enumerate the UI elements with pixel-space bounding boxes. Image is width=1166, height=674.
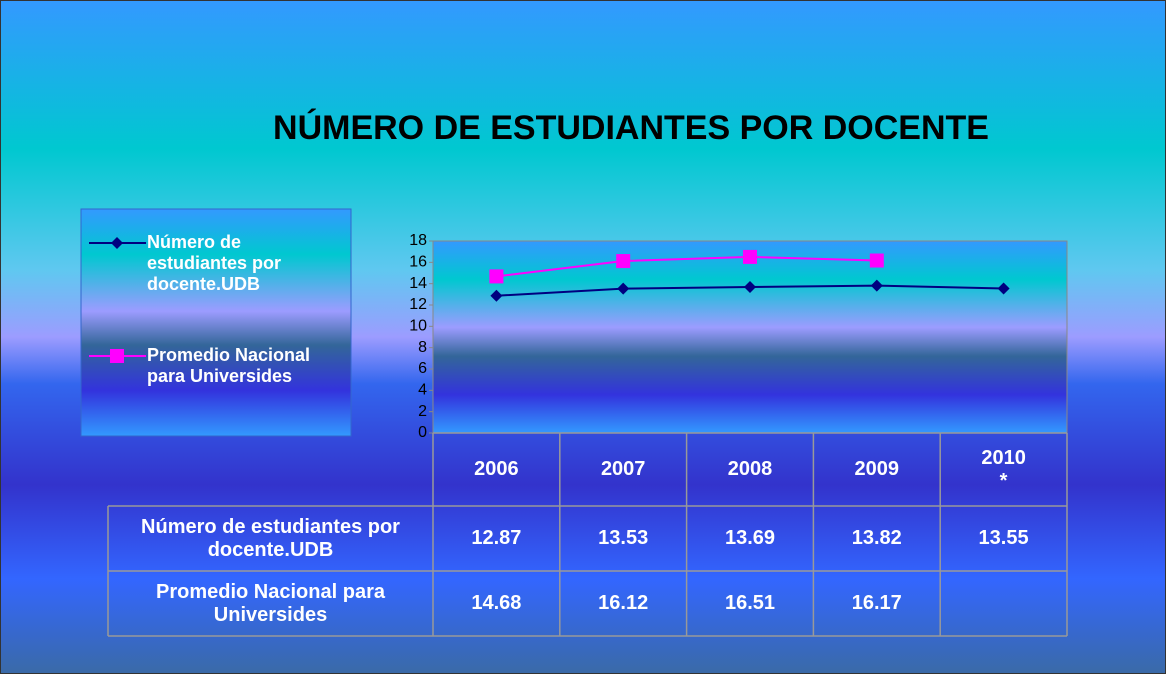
y-tick-label: 6 <box>418 360 427 377</box>
marker <box>110 349 124 363</box>
table-value: 16.51 <box>724 592 776 614</box>
y-tick-label: 4 <box>418 382 427 399</box>
y-tick-label: 18 <box>409 232 427 249</box>
table-value: 13.82 <box>851 527 902 549</box>
row-label: Número de estudiantes por docente.UDB <box>141 515 400 561</box>
table-value: 13.55 <box>978 527 1029 549</box>
x-tick-label: 2008 <box>727 458 773 480</box>
x-tick-label: 2009 <box>854 458 900 480</box>
marker <box>997 282 1010 295</box>
x-tick-label: 2007 <box>600 458 646 480</box>
y-tick-label: 2 <box>418 403 427 420</box>
y-tick-label: 8 <box>418 339 427 356</box>
y-tick-label: 14 <box>409 275 427 292</box>
y-tick-label: 0 <box>418 424 427 441</box>
marker <box>869 253 884 268</box>
y-tick-label: 12 <box>409 296 427 313</box>
marker <box>490 289 503 302</box>
series-line <box>496 255 877 278</box>
chart-title: NÚMERO DE ESTUDIANTES POR DOCENTE <box>273 109 989 147</box>
marker <box>743 249 757 264</box>
table-value: 14.68 <box>471 592 522 614</box>
table-value: 16.12 <box>598 592 649 614</box>
table-value <box>940 571 1067 636</box>
table-value: 16.17 <box>851 592 902 614</box>
legend-box <box>80 208 352 437</box>
legend-label: Promedio Nacional para Universides <box>147 345 311 386</box>
table-value: 13.69 <box>724 527 776 549</box>
y-tick-label: 10 <box>409 318 427 335</box>
plot-area <box>432 240 1068 434</box>
x-tick-label: 2010 * <box>981 446 1026 492</box>
marker <box>744 280 756 293</box>
marker <box>111 237 123 249</box>
marker <box>616 254 631 269</box>
y-tick-label: 16 <box>409 254 427 271</box>
x-tick-label: 2006 <box>474 458 519 480</box>
row-label: Promedio Nacional para Universides <box>156 580 385 626</box>
legend-label: Número de estudiantes por docente.UDB <box>147 232 282 294</box>
marker <box>617 282 630 295</box>
marker <box>870 279 883 292</box>
table-value: 12.87 <box>471 527 522 549</box>
marker <box>489 269 504 284</box>
table-value: 13.53 <box>598 527 649 549</box>
